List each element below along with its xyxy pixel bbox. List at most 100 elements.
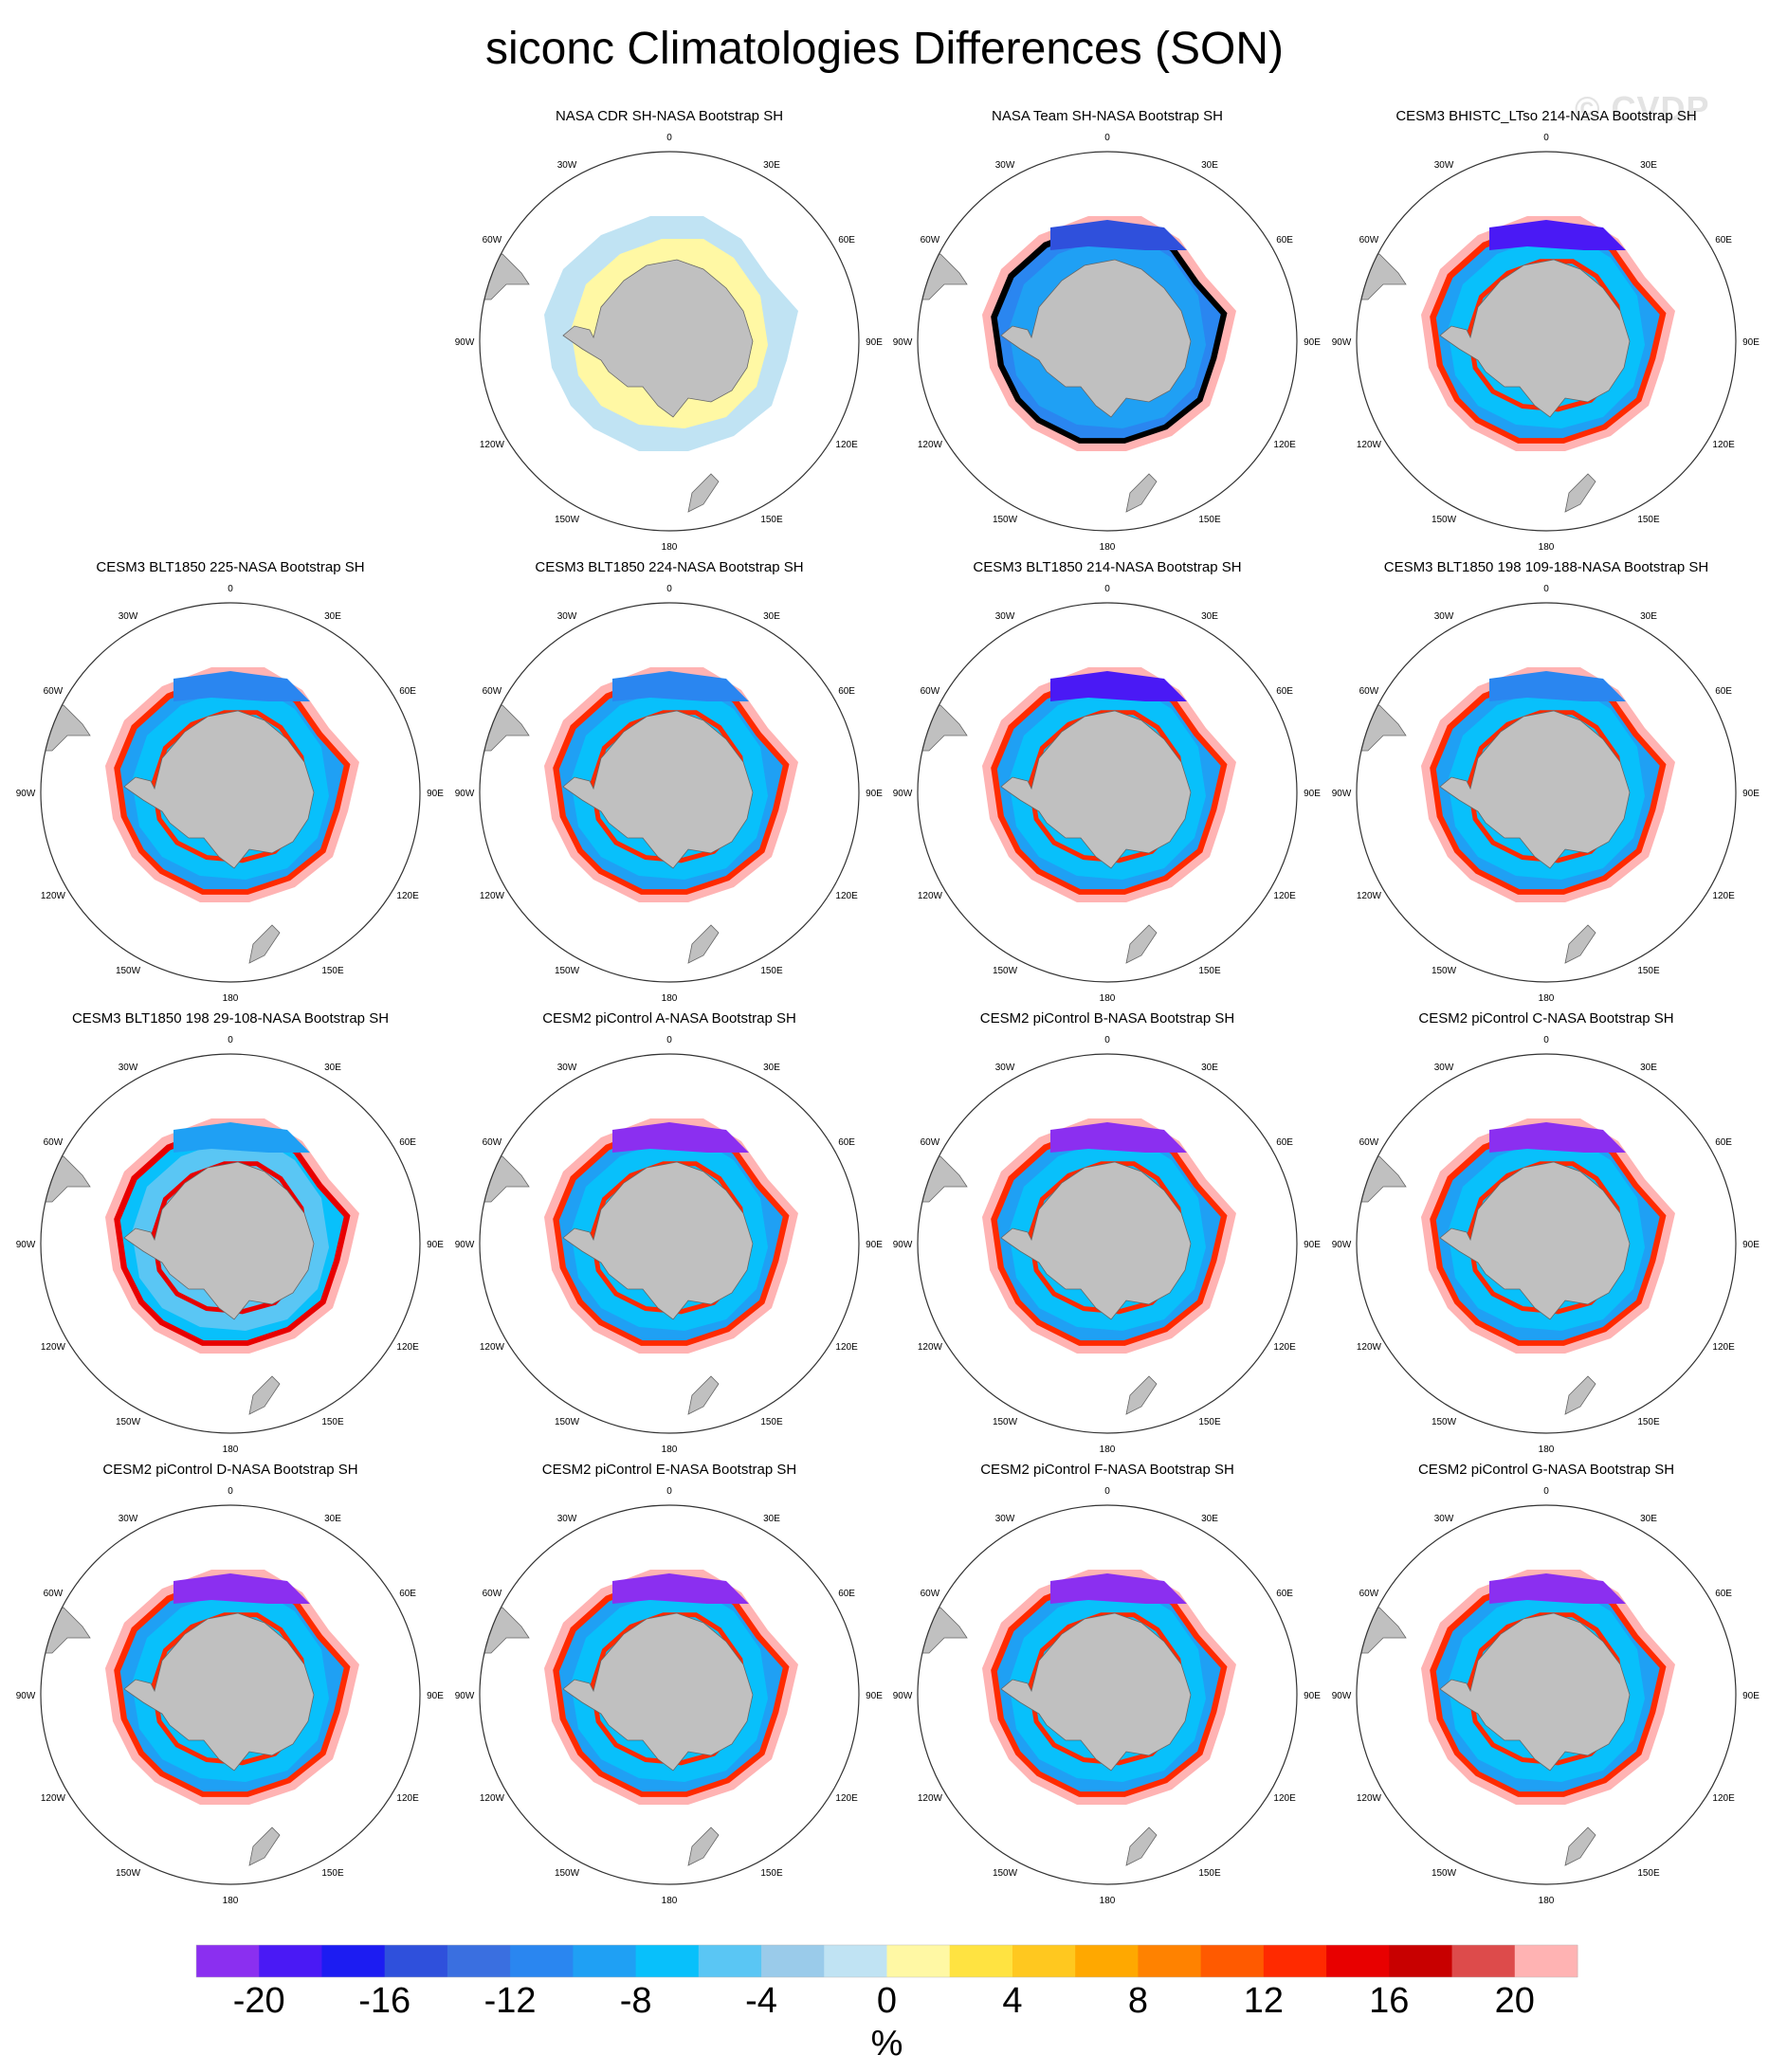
longitude-label: 90E bbox=[1304, 789, 1321, 799]
map-panel: CESM3 BLT1850 198 109-188-NASA Bootstrap… bbox=[1332, 559, 1760, 1004]
longitude-label: 180 bbox=[223, 1445, 239, 1455]
map-boundary bbox=[1356, 1504, 1737, 1885]
new-zealand-landmass bbox=[1125, 1375, 1158, 1415]
longitude-label: 90W bbox=[455, 337, 475, 348]
antarctica-landmass bbox=[1000, 1612, 1192, 1772]
longitude-label: 60W bbox=[44, 1137, 64, 1148]
new-zealand-landmass bbox=[248, 1375, 281, 1415]
longitude-label: 120W bbox=[480, 1793, 505, 1804]
longitude-label: 30E bbox=[1201, 160, 1218, 171]
longitude-label: 90E bbox=[427, 789, 444, 799]
longitude-label: 60W bbox=[483, 235, 502, 245]
colorbar-tick-label: -4 bbox=[745, 1981, 777, 2021]
panel-title: CESM2 piControl C-NASA Bootstrap SH bbox=[1418, 1010, 1673, 1027]
new-zealand-landmass bbox=[1564, 924, 1596, 964]
panel-title: CESM2 piControl E-NASA Bootstrap SH bbox=[542, 1462, 796, 1478]
panel-title: CESM3 BLT1850 225-NASA Bootstrap SH bbox=[96, 559, 364, 575]
longitude-label: 90W bbox=[455, 1240, 475, 1250]
colorbar-unit: % bbox=[871, 2024, 903, 2063]
longitude-label: 90E bbox=[1742, 1240, 1760, 1250]
weddell-anomaly bbox=[1489, 220, 1626, 250]
longitude-label: 90W bbox=[16, 1240, 36, 1250]
map-panel: CESM3 BLT1850 198 29-108-NASA Bootstrap … bbox=[16, 1010, 445, 1455]
longitude-label: 120E bbox=[835, 1793, 858, 1804]
longitude-label: 90W bbox=[1332, 337, 1352, 348]
longitude-label: 150E bbox=[1637, 1417, 1660, 1427]
new-zealand-landmass bbox=[687, 924, 720, 964]
longitude-label: 180 bbox=[1100, 542, 1116, 553]
weddell-anomaly bbox=[173, 1122, 310, 1153]
longitude-label: 150E bbox=[321, 966, 344, 976]
longitude-label: 30W bbox=[119, 611, 138, 622]
longitude-label: 150E bbox=[1637, 966, 1660, 976]
longitude-label: 150E bbox=[1198, 966, 1221, 976]
longitude-label: 30E bbox=[1201, 1514, 1218, 1524]
weddell-anomaly bbox=[173, 1573, 310, 1604]
map-boundary bbox=[1356, 1053, 1737, 1434]
longitude-label: 60E bbox=[838, 1137, 855, 1148]
longitude-label: 30E bbox=[324, 1063, 341, 1073]
longitude-label: 30W bbox=[557, 1063, 577, 1073]
colorbar-tick-label: -8 bbox=[620, 1981, 652, 2021]
longitude-label: 0 bbox=[1543, 1486, 1549, 1497]
longitude-label: 60W bbox=[1359, 686, 1379, 697]
longitude-label: 150W bbox=[116, 1868, 141, 1879]
weddell-anomaly bbox=[612, 1122, 749, 1153]
map-boundary bbox=[40, 1053, 421, 1434]
panel-title: CESM3 BLT1850 198 29-108-NASA Bootstrap … bbox=[72, 1010, 389, 1027]
panel-title: NASA CDR SH-NASA Bootstrap SH bbox=[556, 108, 783, 124]
longitude-label: 150E bbox=[1198, 1417, 1221, 1427]
longitude-label: 30W bbox=[1434, 1514, 1454, 1524]
colorbar-swatch bbox=[1075, 1945, 1139, 1977]
colorbar-tick-label: 4 bbox=[1002, 1981, 1022, 2021]
longitude-label: 180 bbox=[1539, 542, 1555, 553]
longitude-label: 120W bbox=[918, 1793, 943, 1804]
map-boundary bbox=[1356, 151, 1737, 532]
longitude-label: 120W bbox=[480, 440, 505, 450]
longitude-label: 150W bbox=[555, 966, 580, 976]
longitude-label: 60W bbox=[483, 686, 502, 697]
longitude-label: 60E bbox=[1276, 1137, 1293, 1148]
longitude-label: 120E bbox=[835, 440, 858, 450]
longitude-label: 90E bbox=[427, 1240, 444, 1250]
longitude-label: 0 bbox=[1104, 1486, 1110, 1497]
longitude-label: 60W bbox=[921, 686, 940, 697]
longitude-label: 60E bbox=[838, 686, 855, 697]
weddell-anomaly bbox=[1050, 220, 1187, 250]
longitude-label: 90W bbox=[16, 1691, 36, 1701]
new-zealand-landmass bbox=[1564, 1375, 1596, 1415]
weddell-anomaly bbox=[1050, 671, 1187, 701]
longitude-label: 60E bbox=[1715, 686, 1732, 697]
longitude-label: 90E bbox=[866, 337, 883, 348]
colorbar-swatch bbox=[321, 1945, 386, 1977]
new-zealand-landmass bbox=[687, 1375, 720, 1415]
panel-title: CESM3 BLT1850 198 109-188-NASA Bootstrap… bbox=[1384, 559, 1708, 575]
longitude-label: 30W bbox=[995, 1514, 1015, 1524]
longitude-label: 60E bbox=[1715, 1137, 1732, 1148]
longitude-label: 150W bbox=[993, 1417, 1018, 1427]
longitude-label: 120E bbox=[835, 1342, 858, 1353]
longitude-label: 150W bbox=[1432, 966, 1457, 976]
longitude-label: 180 bbox=[1100, 993, 1116, 1004]
longitude-label: 90W bbox=[893, 337, 913, 348]
colorbar-swatch bbox=[761, 1945, 825, 1977]
panel-title: CESM2 piControl A-NASA Bootstrap SH bbox=[542, 1010, 796, 1027]
longitude-label: 150W bbox=[993, 1868, 1018, 1879]
map-panel: CESM2 piControl A-NASA Bootstrap SH 0 30E 6… bbox=[455, 1010, 884, 1455]
colorbar-swatch bbox=[259, 1945, 322, 1977]
longitude-label: 90E bbox=[1304, 1691, 1321, 1701]
colorbar-tick-label: -12 bbox=[484, 1981, 537, 2021]
colorbar-tick-label: 12 bbox=[1244, 1981, 1284, 2021]
longitude-label: 120E bbox=[1273, 891, 1296, 901]
longitude-label: 180 bbox=[1100, 1445, 1116, 1455]
new-zealand-landmass bbox=[1125, 1827, 1158, 1866]
longitude-label: 150W bbox=[555, 1868, 580, 1879]
longitude-label: 180 bbox=[662, 542, 678, 553]
weddell-anomaly bbox=[1489, 1573, 1626, 1604]
map-boundary bbox=[917, 1053, 1298, 1434]
longitude-label: 60E bbox=[1715, 235, 1732, 245]
longitude-label: 150W bbox=[1432, 1417, 1457, 1427]
colorbar-tick-label: -16 bbox=[358, 1981, 410, 2021]
longitude-label: 30W bbox=[119, 1514, 138, 1524]
